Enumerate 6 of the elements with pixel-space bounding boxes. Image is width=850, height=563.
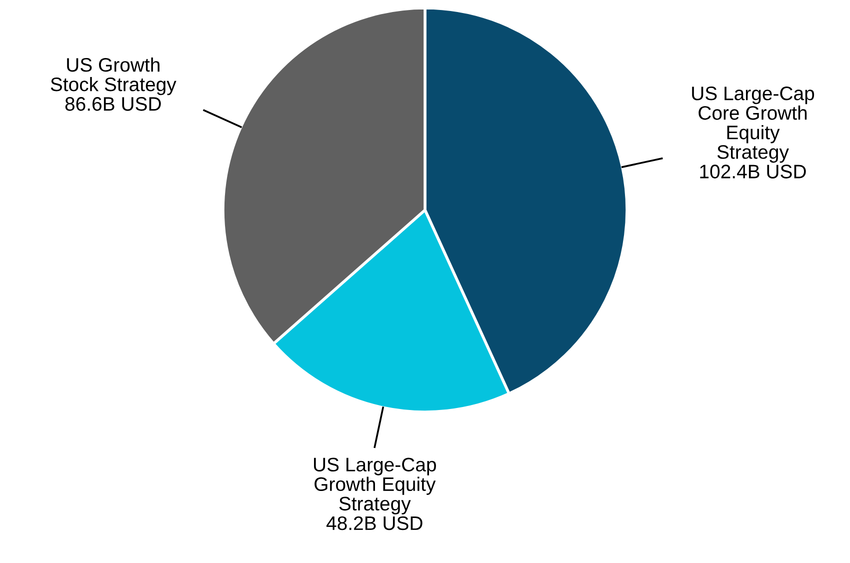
slice-label: US Large-Cap Core Growth Equity Strategy [692,86,814,163]
data-label: 102.4B USD [700,164,806,178]
data-label: 86.6B USD [65,97,161,111]
slice-label: US Growth Stock Strategy [50,57,176,96]
slice-label: US Large-Cap Growth Equity Strategy [314,458,436,514]
data-label: 48.2B USD [326,516,422,530]
